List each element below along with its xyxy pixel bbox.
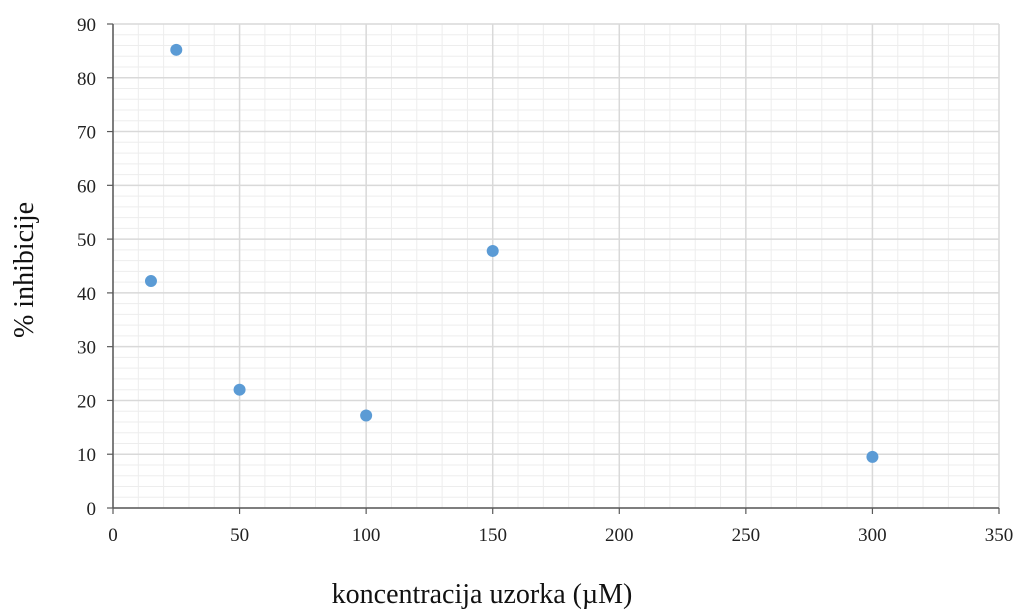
y-tick-label: 20	[77, 391, 96, 412]
y-tick-label: 60	[77, 176, 96, 197]
x-tick-labels: 0 50 100 150 200 250 300 350	[108, 525, 1013, 546]
axes	[107, 23, 1000, 514]
data-points	[144, 43, 879, 463]
data-point	[233, 383, 246, 396]
y-tick-labels: 0 10 20 30 40 50 60 70 80 90	[77, 15, 96, 520]
x-tick-label: 150	[478, 525, 507, 546]
y-tick-label: 30	[77, 338, 96, 359]
data-point	[170, 43, 183, 56]
x-tick-label: 250	[732, 525, 761, 546]
y-tick-label: 80	[77, 69, 96, 90]
data-point	[486, 244, 499, 257]
x-tick-label: 100	[352, 525, 381, 546]
x-tick-label: 200	[605, 525, 634, 546]
minor-grid	[112, 23, 1000, 509]
major-grid	[112, 23, 1000, 509]
x-tick-label: 300	[858, 525, 887, 546]
x-axis-title: koncentracija uzorka (µM)	[332, 579, 633, 610]
data-point	[144, 275, 157, 288]
y-tick-label: 70	[77, 123, 96, 144]
x-tick-label: 350	[985, 525, 1014, 546]
y-tick-label: 10	[77, 445, 96, 466]
x-tick-label: 50	[230, 525, 249, 546]
data-point	[360, 409, 373, 422]
y-axis-title: % inhibicije	[9, 202, 40, 338]
y-tick-label: 90	[77, 15, 96, 36]
x-tick-label: 0	[108, 525, 118, 546]
data-point	[866, 450, 879, 463]
y-tick-label: 50	[77, 230, 96, 251]
y-tick-label: 40	[77, 284, 96, 305]
y-tick-label: 0	[87, 499, 97, 520]
